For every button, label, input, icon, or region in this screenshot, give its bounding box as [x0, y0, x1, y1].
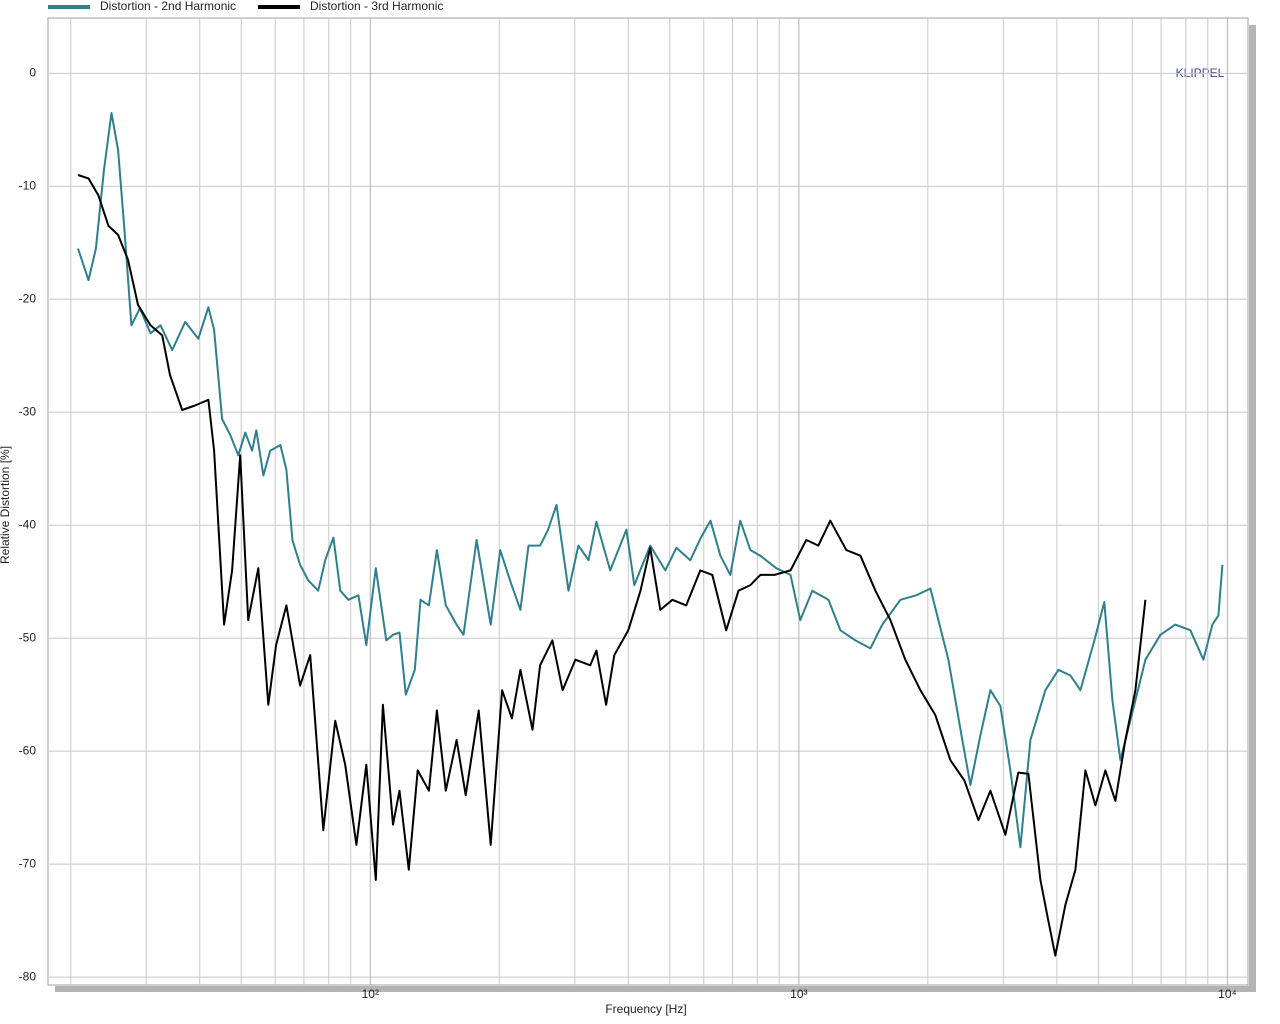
legend-label: Distortion - 3rd Harmonic [310, 0, 443, 13]
frame-shadow [1249, 25, 1256, 992]
x-axis-label: Frequency [Hz] [605, 1002, 686, 1016]
y-tick-label: -30 [19, 404, 37, 418]
y-tick-label: -70 [19, 856, 37, 870]
frame-shadow [55, 986, 1256, 992]
y-tick-label: 0 [29, 66, 36, 80]
legend-label: Distortion - 2nd Harmonic [100, 0, 236, 13]
y-tick-label: -10 [19, 178, 37, 192]
x-tick-label: 10² [362, 987, 379, 1001]
legend: Distortion - 2nd Harmonic Distortion - 3r… [48, 0, 443, 13]
x-tick-label: 10³ [790, 987, 807, 1001]
y-tick-label: -60 [19, 743, 37, 757]
series-layer [77, 111, 1224, 957]
series-line [77, 174, 1147, 957]
plot-area [47, 17, 1249, 986]
y-tick-label: -50 [19, 630, 37, 644]
y-axis-label: Relative Distortion [%] [0, 446, 12, 564]
x-tick-label: 10⁴ [1218, 987, 1237, 1001]
y-tick-label: -20 [19, 291, 37, 305]
y-tick-label: -80 [19, 969, 37, 983]
y-tick-label: -40 [19, 517, 37, 531]
grid: 0 -10 -20 -30 -40 -50 -60 -70 -80 10² 10³ 10⁴ [19, 18, 1248, 1001]
